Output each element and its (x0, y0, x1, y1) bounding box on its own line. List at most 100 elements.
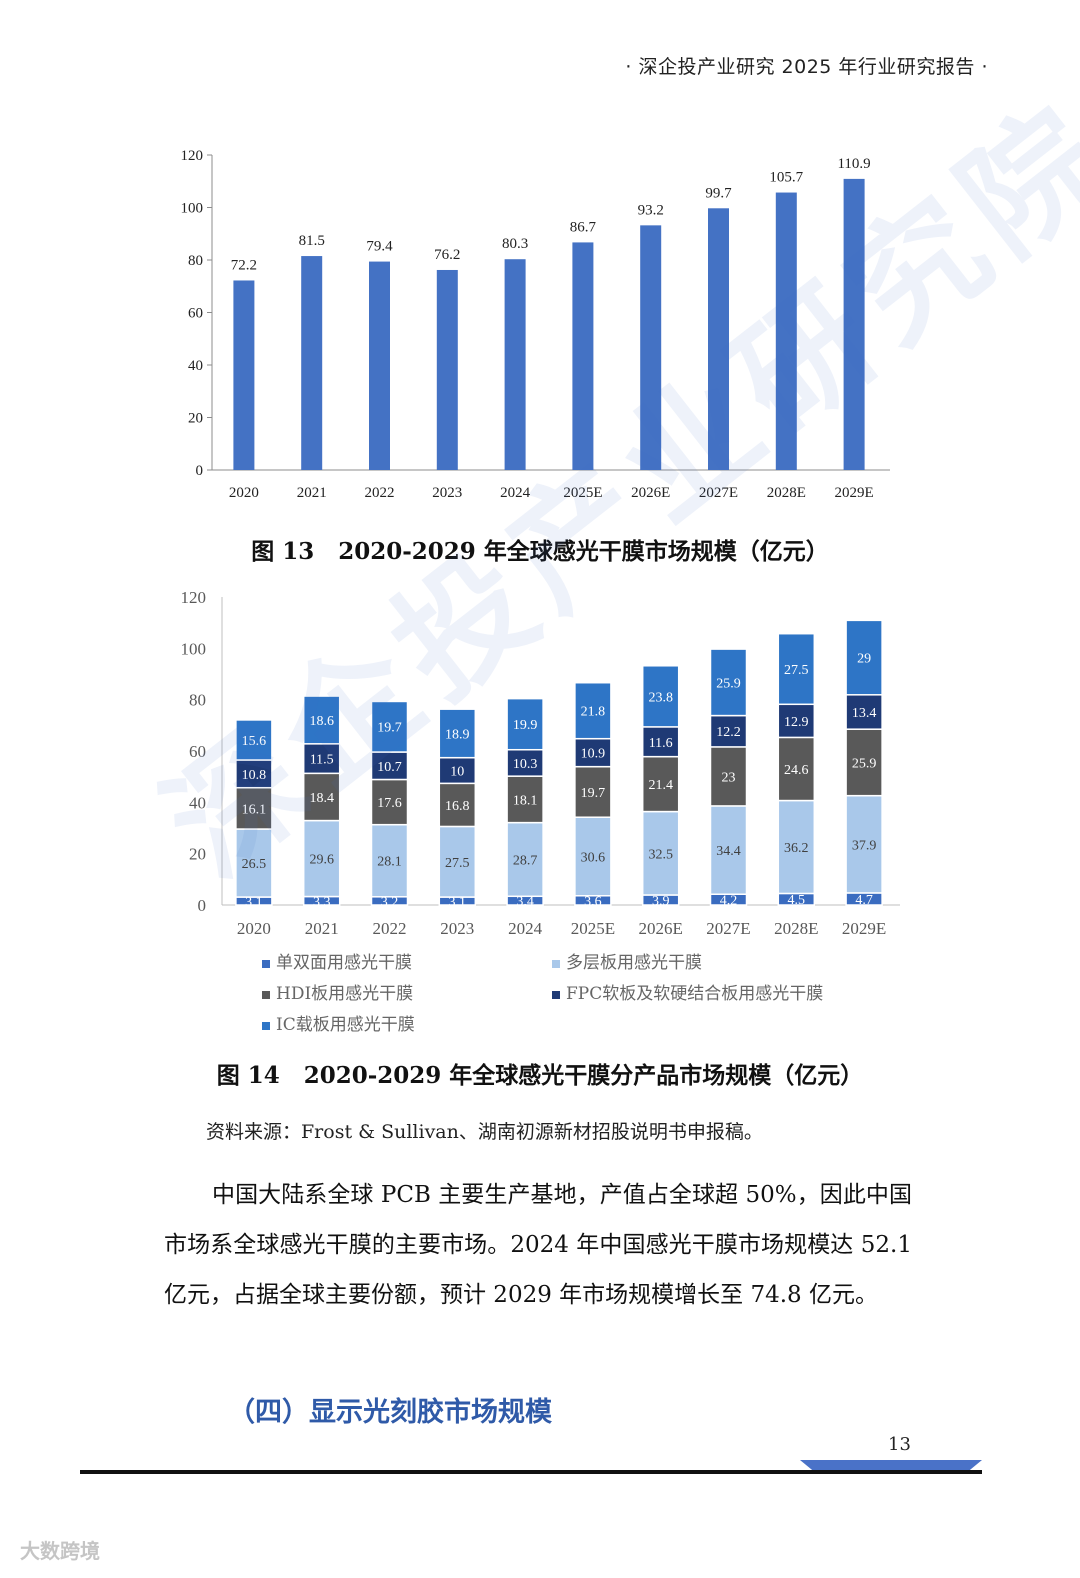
segment-value-label: 13.4 (852, 706, 877, 721)
stack-segment (641, 810, 680, 896)
y-tick-label: 100 (181, 639, 207, 658)
legend-item-fpc: FPC软板及软硬结合板用感光干膜 (552, 979, 823, 1004)
segment-value-label: 27.5 (784, 663, 809, 678)
segment-value-label: 11.5 (310, 753, 334, 768)
y-tick-label: 40 (189, 793, 206, 812)
stack-segment (302, 743, 341, 775)
segment-value-label: 10.8 (242, 768, 267, 783)
bar-value-label: 105.7 (769, 170, 803, 186)
bar (640, 225, 662, 470)
segment-value-label: 28.1 (377, 855, 402, 870)
y-tick-label: 100 (181, 201, 204, 217)
stack-segment (506, 821, 544, 898)
y-tick-label: 60 (188, 306, 203, 322)
stack-segment (845, 619, 883, 696)
stack-segment (709, 805, 748, 895)
segment-value-label: 37.9 (852, 838, 877, 853)
page-number: 13 (888, 1434, 911, 1455)
footer-rule (80, 1470, 982, 1474)
segment-value-label: 18.4 (309, 791, 334, 806)
stack-segment (370, 778, 409, 826)
segment-value-label: 16.1 (242, 802, 267, 817)
x-tick-label: 2020 (237, 919, 271, 938)
bar (775, 192, 797, 470)
bar (436, 269, 458, 470)
stack-segment (845, 794, 883, 894)
x-tick-label: 2025E (563, 485, 602, 501)
stack-segment (777, 736, 816, 802)
segment-value-label: 36.2 (784, 841, 809, 856)
segment-value-label: 17.6 (377, 796, 402, 811)
x-tick-label: 2027E (706, 919, 750, 938)
legend-swatch (552, 990, 560, 999)
x-tick-label: 2024 (508, 919, 542, 938)
y-tick-label: 120 (181, 148, 204, 164)
stack-segment (438, 708, 477, 759)
y-tick-label: 120 (181, 588, 207, 607)
x-tick-label: 2021 (305, 919, 339, 938)
y-tick-label: 60 (189, 742, 206, 761)
segment-value-label: 4.2 (720, 894, 738, 909)
segment-value-label: 10.3 (513, 757, 538, 772)
y-tick-label: 80 (189, 691, 206, 710)
figure-13-number: 图 13 (251, 538, 315, 565)
segment-value-label: 3.4 (516, 895, 534, 910)
stack-segment (574, 816, 612, 897)
x-tick-label: 2026E (631, 485, 670, 501)
figure-14-caption: 图 14 2020-2029 年全球感光干膜分产品市场规模（亿元） (0, 1056, 1080, 1090)
legend-swatch (262, 1021, 270, 1030)
stack-segment (574, 765, 612, 818)
segment-value-label: 25.9 (852, 756, 877, 771)
stack-segment (641, 665, 680, 728)
bar-value-label: 93.2 (638, 202, 664, 218)
chart-global-dry-film-market: 0 20 40 60 80 100 120 72.2 2020 81.5 2021 79.4 2022 7… (181, 148, 890, 501)
segment-value-label: 10.7 (377, 760, 402, 775)
footer-accent (800, 1460, 982, 1472)
segment-value-label: 29.6 (309, 853, 334, 868)
chart-dry-film-by-product: 0 20 40 60 80 100 120 3.1 26.5 16.1 10.8 15.6 2020 3.… (181, 588, 900, 938)
bar-value-label: 81.5 (299, 233, 325, 249)
figure-14-number: 图 14 (216, 1062, 280, 1089)
figure-13-title: 2020-2029 年全球感光干膜市场规模（亿元） (338, 538, 829, 565)
stack-segment (370, 823, 409, 898)
segment-value-label: 16.8 (445, 799, 470, 814)
bar (369, 261, 390, 470)
segment-value-label: 3.1 (449, 895, 467, 910)
y-tick-label: 20 (188, 411, 203, 427)
legend-item-multilayer: 多层板用感光干膜 (552, 948, 702, 973)
figure-14-title: 2020-2029 年全球感光干膜分产品市场规模（亿元） (303, 1062, 864, 1089)
segment-value-label: 27.5 (445, 856, 470, 871)
bar-value-label: 80.3 (502, 236, 528, 252)
legend-swatch (262, 990, 270, 999)
x-tick-label: 2020 (229, 485, 259, 501)
stack-segment (777, 799, 816, 895)
bar (572, 242, 594, 470)
legend-item-single-double: 单双面用感光干膜 (262, 948, 412, 973)
stack-segment (641, 726, 680, 758)
x-tick-label: 2021 (297, 485, 327, 501)
y-tick-label: 0 (198, 896, 207, 915)
page-header: · 深企投产业研究 2025 年行业研究报告 · (625, 56, 988, 78)
segment-value-label: 26.5 (242, 857, 267, 872)
stack-segment (777, 632, 816, 706)
stack-segment (709, 714, 748, 748)
segment-value-label: 18.9 (445, 727, 470, 742)
segment-value-label: 18.6 (309, 714, 334, 729)
segment-value-label: 4.7 (855, 893, 873, 908)
data-source: 资料来源：Frost & Sullivan、湖南初源新材招股说明书申报稿。 (206, 1121, 763, 1143)
x-tick-label: 2024 (500, 485, 530, 501)
x-tick-label: 2025E (571, 919, 615, 938)
y-tick-label: 20 (189, 845, 206, 864)
segment-value-label: 28.7 (513, 853, 538, 868)
body-paragraph: 中国大陆系全球 PCB 主要生产基地，产值占全球超 50%，因此中国市场系全球感… (164, 1182, 912, 1308)
segment-value-label: 23 (722, 770, 736, 785)
y-tick-label: 0 (196, 463, 204, 479)
segment-value-label: 30.6 (581, 850, 606, 865)
figure-13-caption: 图 13 2020-2029 年全球感光干膜市场规模（亿元） (0, 532, 1080, 566)
segment-value-label: 21.8 (581, 705, 606, 720)
y-tick-label: 80 (188, 253, 203, 269)
bar-value-label: 72.2 (231, 257, 257, 273)
stack-segment (506, 697, 544, 751)
x-tick-label: 2023 (440, 919, 474, 938)
bar-value-label: 76.2 (434, 247, 460, 263)
